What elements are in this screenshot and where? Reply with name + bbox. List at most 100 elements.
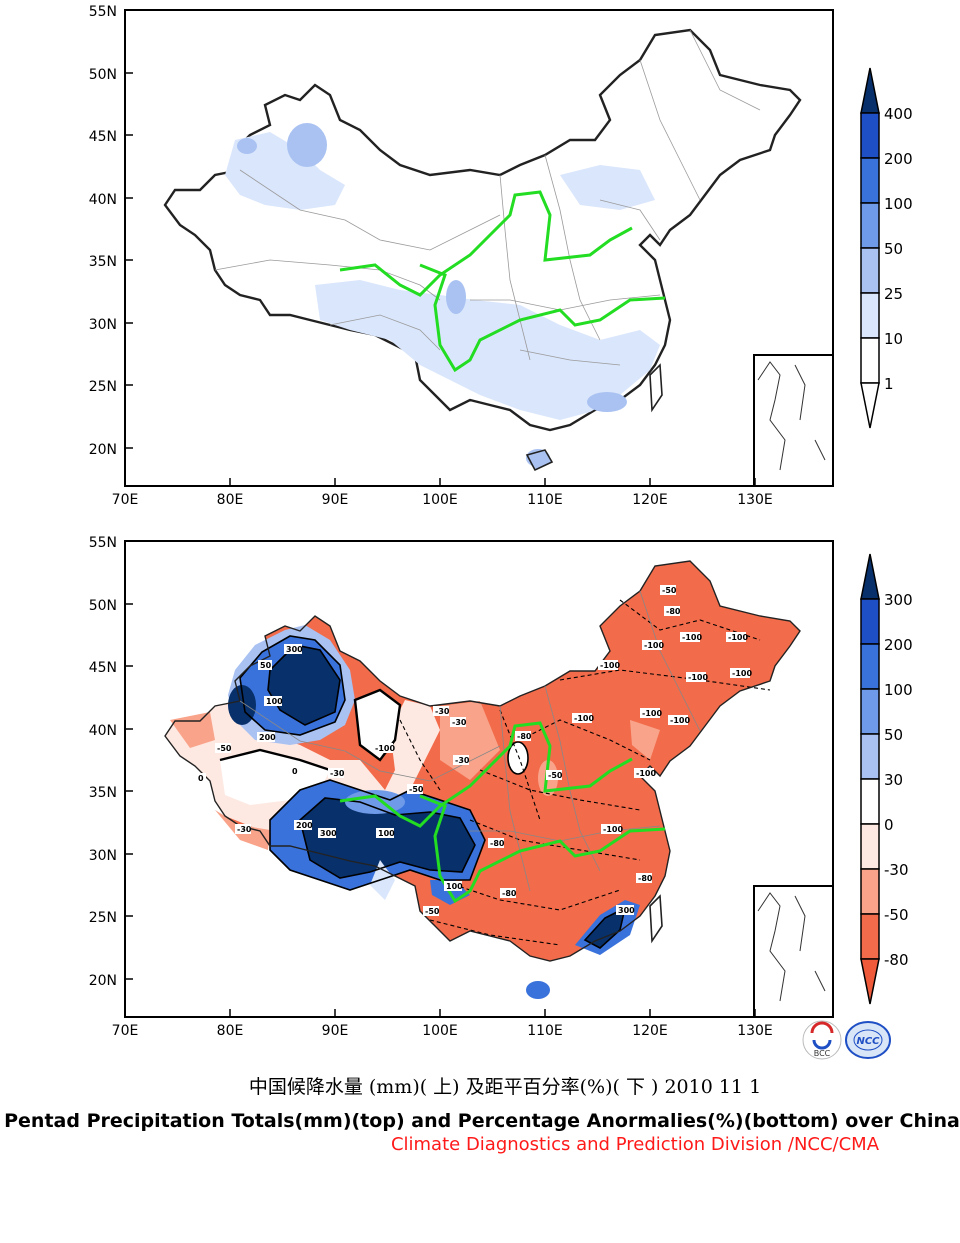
contour-label: -50 (409, 785, 424, 794)
contour-label: -100 (732, 669, 752, 678)
bcc-logo-text: BCC (814, 1049, 831, 1058)
top-lat-tick: 20N (89, 442, 117, 458)
contour-label: 0 (198, 774, 204, 783)
contour-label: -100 (600, 661, 620, 670)
top-colorbar-label: 10 (884, 330, 903, 348)
contour-label: -100 (603, 825, 623, 834)
top-lat-tick: 25N (89, 379, 117, 395)
bottom-tickmarks (125, 603, 756, 1017)
bottom-colorbar-label: -30 (884, 861, 909, 879)
bottom-lat-tick: 20N (89, 973, 117, 989)
bottom-colorbar-label: 30 (884, 771, 903, 789)
contour-label: -80 (517, 732, 532, 741)
top-lat-tick: 45N (89, 129, 117, 145)
contour-label: -80 (502, 889, 517, 898)
contour-label: -30 (452, 718, 467, 727)
bottom-lon-axis: 70E 80E 90E 100E 110E 120E 130E (112, 1023, 773, 1039)
top-lon-axis: 70E 80E 90E 100E 110E 120E 130E (112, 492, 773, 508)
bottom-lon-tick: 100E (422, 1023, 458, 1039)
top-colorbar-label: 25 (884, 285, 903, 303)
bottom-map-panel: 300 200 100 50 300 100 100 200 -30 -30 -… (89, 535, 913, 1039)
bottom-colorbar-label: -80 (884, 951, 909, 969)
bottom-province-lines (239, 590, 701, 892)
contour-label: -100 (642, 709, 662, 718)
contour-label: -100 (682, 633, 702, 642)
top-lon-tick: 90E (322, 492, 349, 508)
bottom-colorbar-label: 0 (884, 816, 894, 834)
bottom-lon-tick: 90E (322, 1023, 349, 1039)
bottom-colorbar-arrow-top (860, 553, 880, 600)
bottom-china-border (164, 560, 801, 962)
top-lon-tick: 130E (737, 492, 773, 508)
bottom-colorbar-label: 50 (884, 726, 903, 744)
bottom-lon-tick: 120E (632, 1023, 668, 1039)
bottom-lat-axis: 55N 50N 45N 40N 35N 30N 25N 20N (89, 535, 117, 989)
contour-label: -100 (574, 714, 594, 723)
top-inset-map (753, 354, 833, 486)
top-lon-tick: 120E (632, 492, 668, 508)
contour-label: 100 (378, 829, 395, 838)
contour-label: -30 (435, 707, 450, 716)
contour-label: 100 (266, 697, 283, 706)
contour-label: -50 (217, 744, 232, 753)
bottom-inset-map (753, 885, 833, 1017)
top-lat-tick: 35N (89, 254, 117, 270)
top-colorbar-label: 400 (884, 105, 913, 123)
contour-label: -30 (455, 756, 470, 765)
top-lat-tick: 55N (89, 4, 117, 20)
bottom-colorbar-labels: 300 200 100 50 30 0 -30 -50 -80 (884, 591, 913, 969)
bottom-colorbar-arrow-bottom (860, 958, 880, 1005)
bottom-colorbar-label: 100 (884, 681, 913, 699)
contour-label: -80 (666, 607, 681, 616)
top-taiwan (649, 363, 663, 413)
contour-label: 100 (446, 882, 463, 891)
contour-label: -80 (638, 874, 653, 883)
top-colorbar-label: 100 (884, 195, 913, 213)
bottom-colorbar-label: 200 (884, 636, 913, 654)
bottom-lon-tick: 70E (112, 1023, 139, 1039)
bcc-logo: BCC (802, 1020, 842, 1060)
contour-label: -30 (330, 769, 345, 778)
top-lat-tick: 40N (89, 192, 117, 208)
contour-label: 200 (259, 733, 276, 742)
contour-label: -100 (644, 641, 664, 650)
top-colorbar-label: 50 (884, 240, 903, 258)
bottom-lat-tick: 25N (89, 910, 117, 926)
contour-label: 50 (260, 661, 272, 670)
credit-line: Climate Diagnostics and Prediction Divis… (390, 1134, 880, 1155)
top-rivers (339, 190, 666, 373)
bottom-colorbar-label: 300 (884, 591, 913, 609)
caption-chinese: 中国候降水量 (mm)( 上) 及距平百分率(%)( 下 ) 2010 11 1 (248, 1076, 762, 1098)
contour-label: 0 (292, 767, 298, 776)
contour-label: 200 (296, 821, 313, 830)
contour-label: -100 (670, 716, 690, 725)
bottom-lon-tick: 80E (217, 1023, 244, 1039)
contour-label: 300 (618, 906, 635, 915)
top-lat-tick: 50N (89, 67, 117, 83)
contour-label: 300 (286, 645, 303, 654)
top-colorbar-labels: 400 200 100 50 25 10 1 (884, 105, 913, 393)
top-colorbar (860, 67, 880, 429)
bottom-colorbar (860, 553, 880, 1005)
top-lon-tick: 70E (112, 492, 139, 508)
bottom-lat-tick: 45N (89, 660, 117, 676)
contour-label: -100 (688, 673, 708, 682)
contour-label: -100 (636, 769, 656, 778)
caption-english: Pentad Precipitation Totals(mm)(top) and… (4, 1110, 960, 1132)
bottom-lat-tick: 40N (89, 723, 117, 739)
contour-label: -100 (375, 744, 395, 753)
bottom-lat-tick: 35N (89, 785, 117, 801)
top-lat-tick: 30N (89, 317, 117, 333)
top-colorbar-label: 200 (884, 150, 913, 168)
ncc-logo: NCC (845, 1021, 891, 1059)
bottom-rivers (339, 721, 666, 904)
ncc-logo-text: NCC (856, 1036, 880, 1047)
top-lon-tick: 100E (422, 492, 458, 508)
bottom-taiwan (649, 894, 663, 944)
bottom-contour-labels: 300 200 100 50 300 100 100 200 -30 -30 -… (196, 585, 752, 916)
top-colorbar-arrow-bottom (860, 382, 880, 429)
bottom-lon-tick: 110E (527, 1023, 563, 1039)
top-hainan (525, 449, 554, 472)
bottom-solid-contours (219, 635, 627, 949)
